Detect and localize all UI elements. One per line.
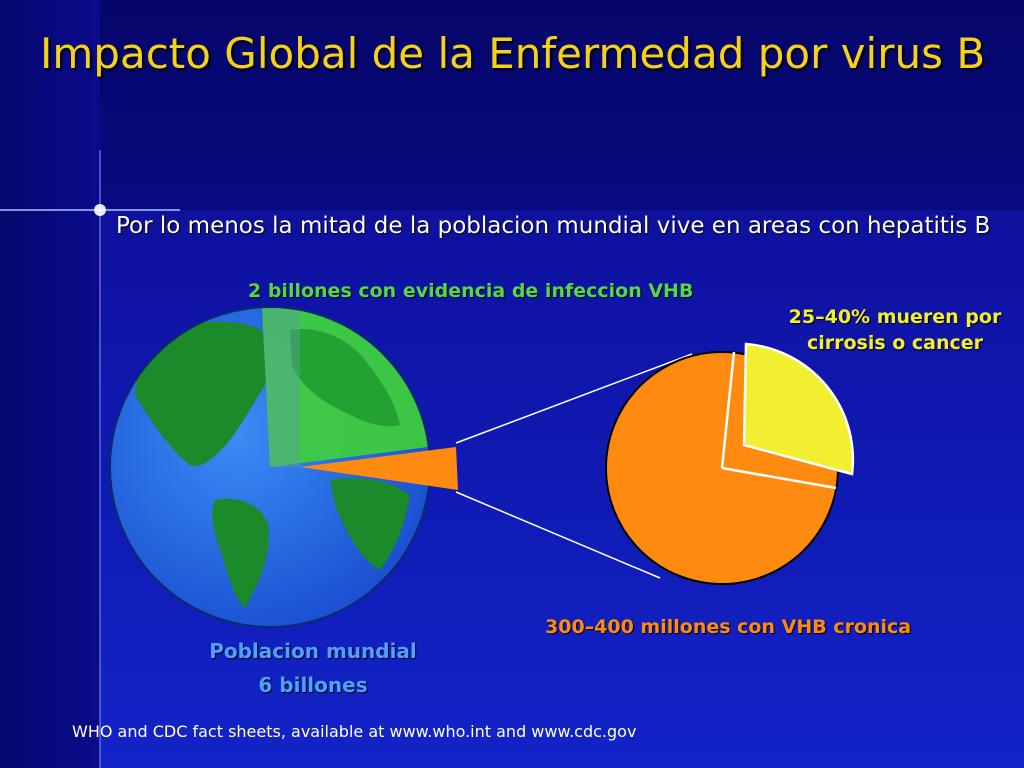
teal-overlap [262, 307, 300, 467]
slide-title: Impacto Global de la Enfermedad por viru… [40, 29, 986, 78]
connector-bottom [455, 491, 661, 579]
africa-lower-shape [330, 478, 410, 570]
left-band [0, 0, 100, 768]
north-america-shape [135, 321, 268, 467]
connector-top [455, 353, 693, 444]
pie-yellow-slice [742, 342, 855, 476]
population-label: Poblacion mundial 6 billones [168, 634, 458, 702]
chronic-wedge [300, 447, 458, 490]
infected-label: 2 billones con evidencia de infeccion VH… [248, 280, 694, 302]
europe-africa-shape [290, 329, 400, 427]
chronic-label: 300–400 millones con VHB cronica [545, 616, 912, 638]
title-band [0, 0, 1024, 210]
mortality-label: 25–40% mueren por cirrosis o cancer [788, 306, 1002, 354]
greenland-shape [240, 343, 269, 375]
light-flare [0, 150, 180, 768]
source-note: WHO and CDC fact sheets, available at ww… [72, 722, 637, 741]
slide-subtitle: Por lo menos la mitad de la poblacion mu… [116, 213, 991, 239]
mortality-pie [605, 342, 855, 585]
south-america-shape [212, 498, 269, 608]
globe [109, 306, 431, 628]
population-label-line2: 6 billones [258, 673, 368, 697]
population-label-line1: Poblacion mundial [209, 639, 417, 663]
